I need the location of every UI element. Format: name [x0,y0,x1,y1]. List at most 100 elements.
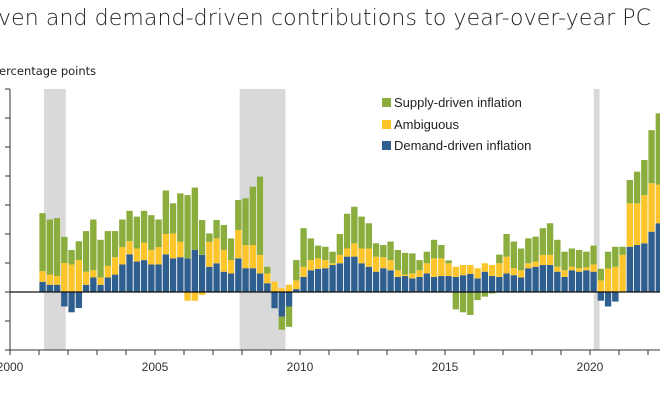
bar-supply-driven-inflation-2021Q3 [633,171,641,204]
bar-ambiguous-2011Q1 [329,263,336,266]
bar-demand-driven-inflation-2013Q3 [401,276,409,292]
bar-demand-driven-inflation-2006Q3 [198,254,206,292]
bar-demand-driven-inflation-2006Q4 [206,266,213,292]
bar-ambiguous-2003Q1 [97,277,104,285]
bar-demand-driven-inflation-2016Q2 [481,271,489,292]
bar-ambiguous-2021Q1 [619,254,626,292]
bar-demand-driven-inflation-2006Q2 [191,249,199,292]
bar-supply-driven-inflation-2001Q2 [46,219,54,275]
bar-demand-driven-inflation-2003Q4 [119,264,126,292]
bar-demand-driven-inflation-2012Q4 [380,268,387,292]
bar-supply-driven-inflation-2007Q4 [235,200,242,230]
bar-supply-driven-inflation-2004Q1 [126,210,133,242]
bar-demand-driven-inflation-2019Q4 [583,270,590,292]
bar-demand-driven-inflation-2005Q2 [162,254,170,292]
bar-ambiguous-2006Q1 [184,292,191,301]
bar-supply-driven-inflation-2004Q4 [148,215,155,250]
bar-supply-driven-inflation-2022Q1 [648,130,655,184]
bar-ambiguous-2022Q1 [648,183,655,232]
bar-supply-driven-inflation-2015Q4 [467,292,474,315]
bar-supply-driven-inflation-2018Q2 [539,228,547,255]
bar-ambiguous-2008Q4 [264,273,271,284]
bar-supply-driven-inflation-2001Q3 [53,218,61,277]
bar-supply-driven-inflation-2013Q1 [387,241,394,261]
bar-ambiguous-2012Q3 [372,256,380,272]
bar-ambiguous-2001Q3 [53,276,61,285]
legend: Supply-driven inflation Ambiguous Demand… [382,95,531,153]
bar-ambiguous-2020Q3 [604,268,612,292]
bar-demand-driven-inflation-2012Q2 [365,266,373,292]
bar-demand-driven-inflation-2017Q1 [503,273,510,292]
bar-ambiguous-2007Q3 [227,260,235,274]
bar-demand-driven-inflation-2019Q1 [561,276,568,292]
bar-demand-driven-inflation-2005Q4 [177,257,184,292]
bar-supply-driven-inflation-2016Q3 [488,292,496,294]
bar-supply-driven-inflation-2009Q3 [285,306,293,327]
bar-ambiguous-2007Q2 [220,249,228,272]
bar-demand-driven-inflation-2015Q4 [467,274,474,292]
bar-ambiguous-2009Q1 [271,281,278,292]
bar-ambiguous-2020Q2 [597,280,605,292]
bar-demand-driven-inflation-2022Q1 [648,231,655,292]
bar-supply-driven-inflation-2010Q1 [300,228,307,267]
bar-ambiguous-2002Q2 [75,260,83,292]
bar-ambiguous-2008Q1 [242,245,249,269]
bar-ambiguous-2007Q1 [213,238,220,264]
bar-supply-driven-inflation-2015Q2 [452,292,460,310]
bar-demand-driven-inflation-2009Q3 [285,292,293,307]
bar-ambiguous-2019Q3 [575,268,583,272]
bar-supply-driven-inflation-2014Q1 [416,260,423,271]
legend-swatch-demand [382,141,391,150]
bar-demand-driven-inflation-2020Q1 [590,271,597,292]
bar-ambiguous-2014Q2 [423,263,431,274]
bar-supply-driven-inflation-2005Q4 [177,193,184,242]
bar-supply-driven-inflation-2012Q3 [372,243,380,257]
bar-supply-driven-inflation-2010Q3 [314,245,322,259]
bar-demand-driven-inflation-2003Q3 [111,274,119,292]
bar-ambiguous-2001Q4 [61,263,68,292]
bar-demand-driven-inflation-2009Q4 [293,289,300,292]
bar-demand-driven-inflation-2017Q4 [525,268,532,292]
bar-demand-driven-inflation-2001Q1 [39,281,46,292]
bar-ambiguous-2015Q4 [467,265,474,275]
legend-label-demand: Demand-driven inflation [394,138,531,153]
bar-demand-driven-inflation-2016Q3 [488,276,496,292]
bar-ambiguous-2003Q2 [104,265,112,278]
bar-demand-driven-inflation-2020Q3 [604,292,612,307]
bar-demand-driven-inflation-2018Q3 [546,265,554,292]
chart-title: ven and demand-driven contributions to y… [0,6,652,31]
bar-supply-driven-inflation-2005Q1 [155,219,162,248]
bar-supply-driven-inflation-2019Q4 [583,251,590,268]
bar-ambiguous-2002Q3 [82,271,90,285]
bar-supply-driven-inflation-2009Q4 [293,260,300,281]
bar-demand-driven-inflation-2006Q1 [184,258,191,292]
recession-shade [593,89,600,350]
bar-supply-driven-inflation-2007Q1 [213,220,220,239]
bar-supply-driven-inflation-2003Q4 [119,219,126,248]
bar-ambiguous-2009Q4 [293,280,300,290]
bar-supply-driven-inflation-2005Q3 [169,203,177,234]
bar-supply-driven-inflation-2017Q2 [510,241,518,269]
bar-ambiguous-2005Q2 [162,234,170,255]
bar-supply-driven-inflation-2012Q2 [365,223,373,249]
bar-supply-driven-inflation-2008Q4 [264,266,271,274]
legend-label-supply: Supply-driven inflation [394,95,522,110]
bar-demand-driven-inflation-2003Q1 [97,284,104,292]
bar-demand-driven-inflation-2013Q1 [387,270,394,292]
bar-supply-driven-inflation-2010Q4 [322,246,329,261]
bar-demand-driven-inflation-2002Q1 [68,292,75,313]
bar-ambiguous-2017Q3 [517,270,525,278]
bar-demand-driven-inflation-2020Q4 [612,292,619,302]
bar-ambiguous-2012Q1 [358,248,365,264]
bar-supply-driven-inflation-2020Q2 [597,268,605,281]
bar-demand-driven-inflation-2011Q2 [336,263,344,292]
bar-demand-driven-inflation-2022Q2 [655,223,660,292]
bar-supply-driven-inflation-2013Q2 [394,249,402,271]
bar-demand-driven-inflation-2014Q1 [416,276,423,292]
bar-ambiguous-2002Q4 [90,270,97,278]
bar-ambiguous-2021Q2 [626,203,634,247]
bar-supply-driven-inflation-2007Q3 [227,238,235,261]
bar-demand-driven-inflation-2008Q3 [256,273,264,292]
bar-supply-driven-inflation-2011Q3 [343,213,351,249]
bar-supply-driven-inflation-2002Q4 [90,219,97,271]
